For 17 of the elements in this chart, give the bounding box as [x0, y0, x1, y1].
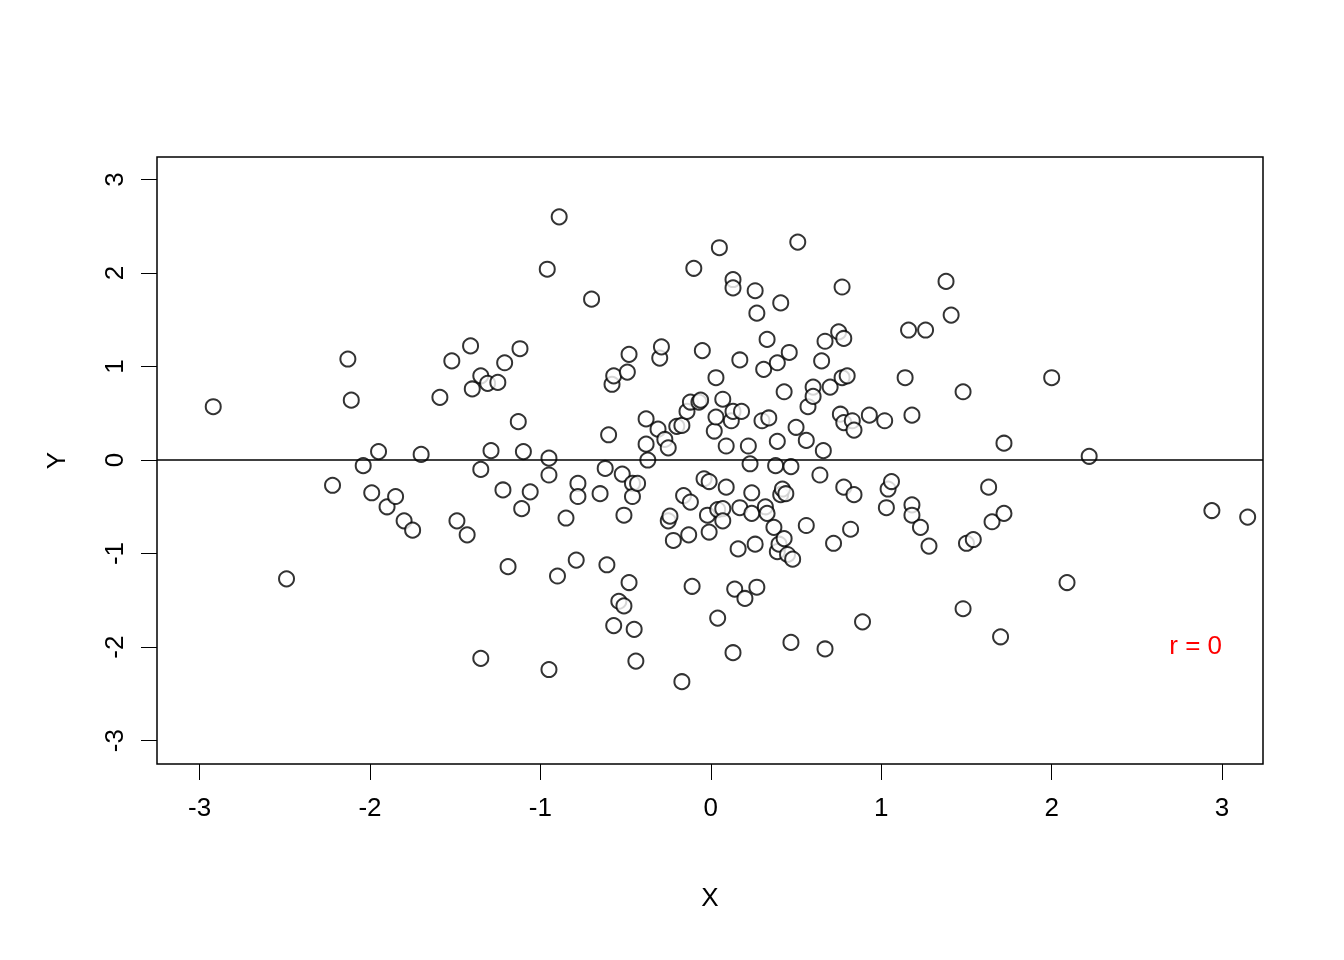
- x-tick-label: 0: [703, 792, 719, 822]
- x-tick-label: 3: [1214, 792, 1230, 822]
- y-tick-label: -1: [99, 542, 129, 566]
- x-tick-label: 1: [874, 792, 889, 822]
- x-tick-label: -1: [528, 792, 552, 822]
- y-tick-label: -3: [99, 729, 129, 753]
- x-tick-label: -3: [188, 792, 212, 822]
- x-axis-title: X: [701, 882, 719, 912]
- annotation: r = 0: [1169, 630, 1222, 660]
- y-tick-label: 3: [99, 172, 129, 187]
- y-axis-title: Y: [41, 451, 71, 470]
- x-tick-label: 2: [1044, 792, 1059, 822]
- y-tick-label: -2: [99, 635, 129, 659]
- y-tick-label: 1: [99, 359, 129, 374]
- y-tick-label: 2: [99, 265, 129, 281]
- x-tick-label: -2: [358, 792, 382, 822]
- y-tick-label: 0: [99, 452, 129, 468]
